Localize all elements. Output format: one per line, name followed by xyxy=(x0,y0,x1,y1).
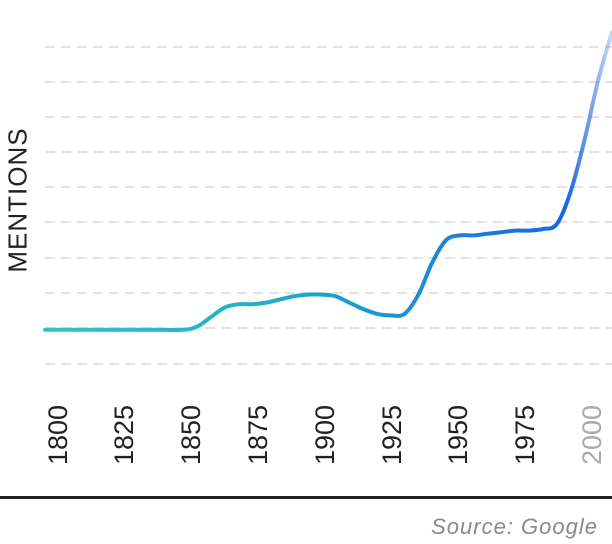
x-tick-label: 1875 xyxy=(243,405,273,465)
y-axis-label-box: MENTIONS xyxy=(3,120,33,280)
series-group xyxy=(43,30,612,333)
series-line xyxy=(43,30,612,333)
line-chart: 1800 1825 1850 1875 1900 1925 1950 1975 2000 xyxy=(43,30,612,465)
x-tick-label: 1850 xyxy=(176,405,206,465)
x-tick-label: 1900 xyxy=(310,405,340,465)
x-tick-label: 1925 xyxy=(377,405,407,465)
x-tick-label: 1800 xyxy=(43,405,73,465)
gridlines xyxy=(45,46,612,365)
x-tick-label: 1975 xyxy=(510,405,540,465)
y-axis-label: MENTIONS xyxy=(2,127,33,273)
x-tick-label: 1825 xyxy=(109,405,139,465)
footer-rule xyxy=(0,496,612,499)
source-note: Source: Google xyxy=(431,514,598,539)
x-tick-label: 2000 xyxy=(577,405,607,465)
x-tick-label: 1950 xyxy=(443,405,473,465)
x-axis-ticks: 1800 1825 1850 1875 1900 1925 1950 1975 2000 xyxy=(43,405,607,465)
